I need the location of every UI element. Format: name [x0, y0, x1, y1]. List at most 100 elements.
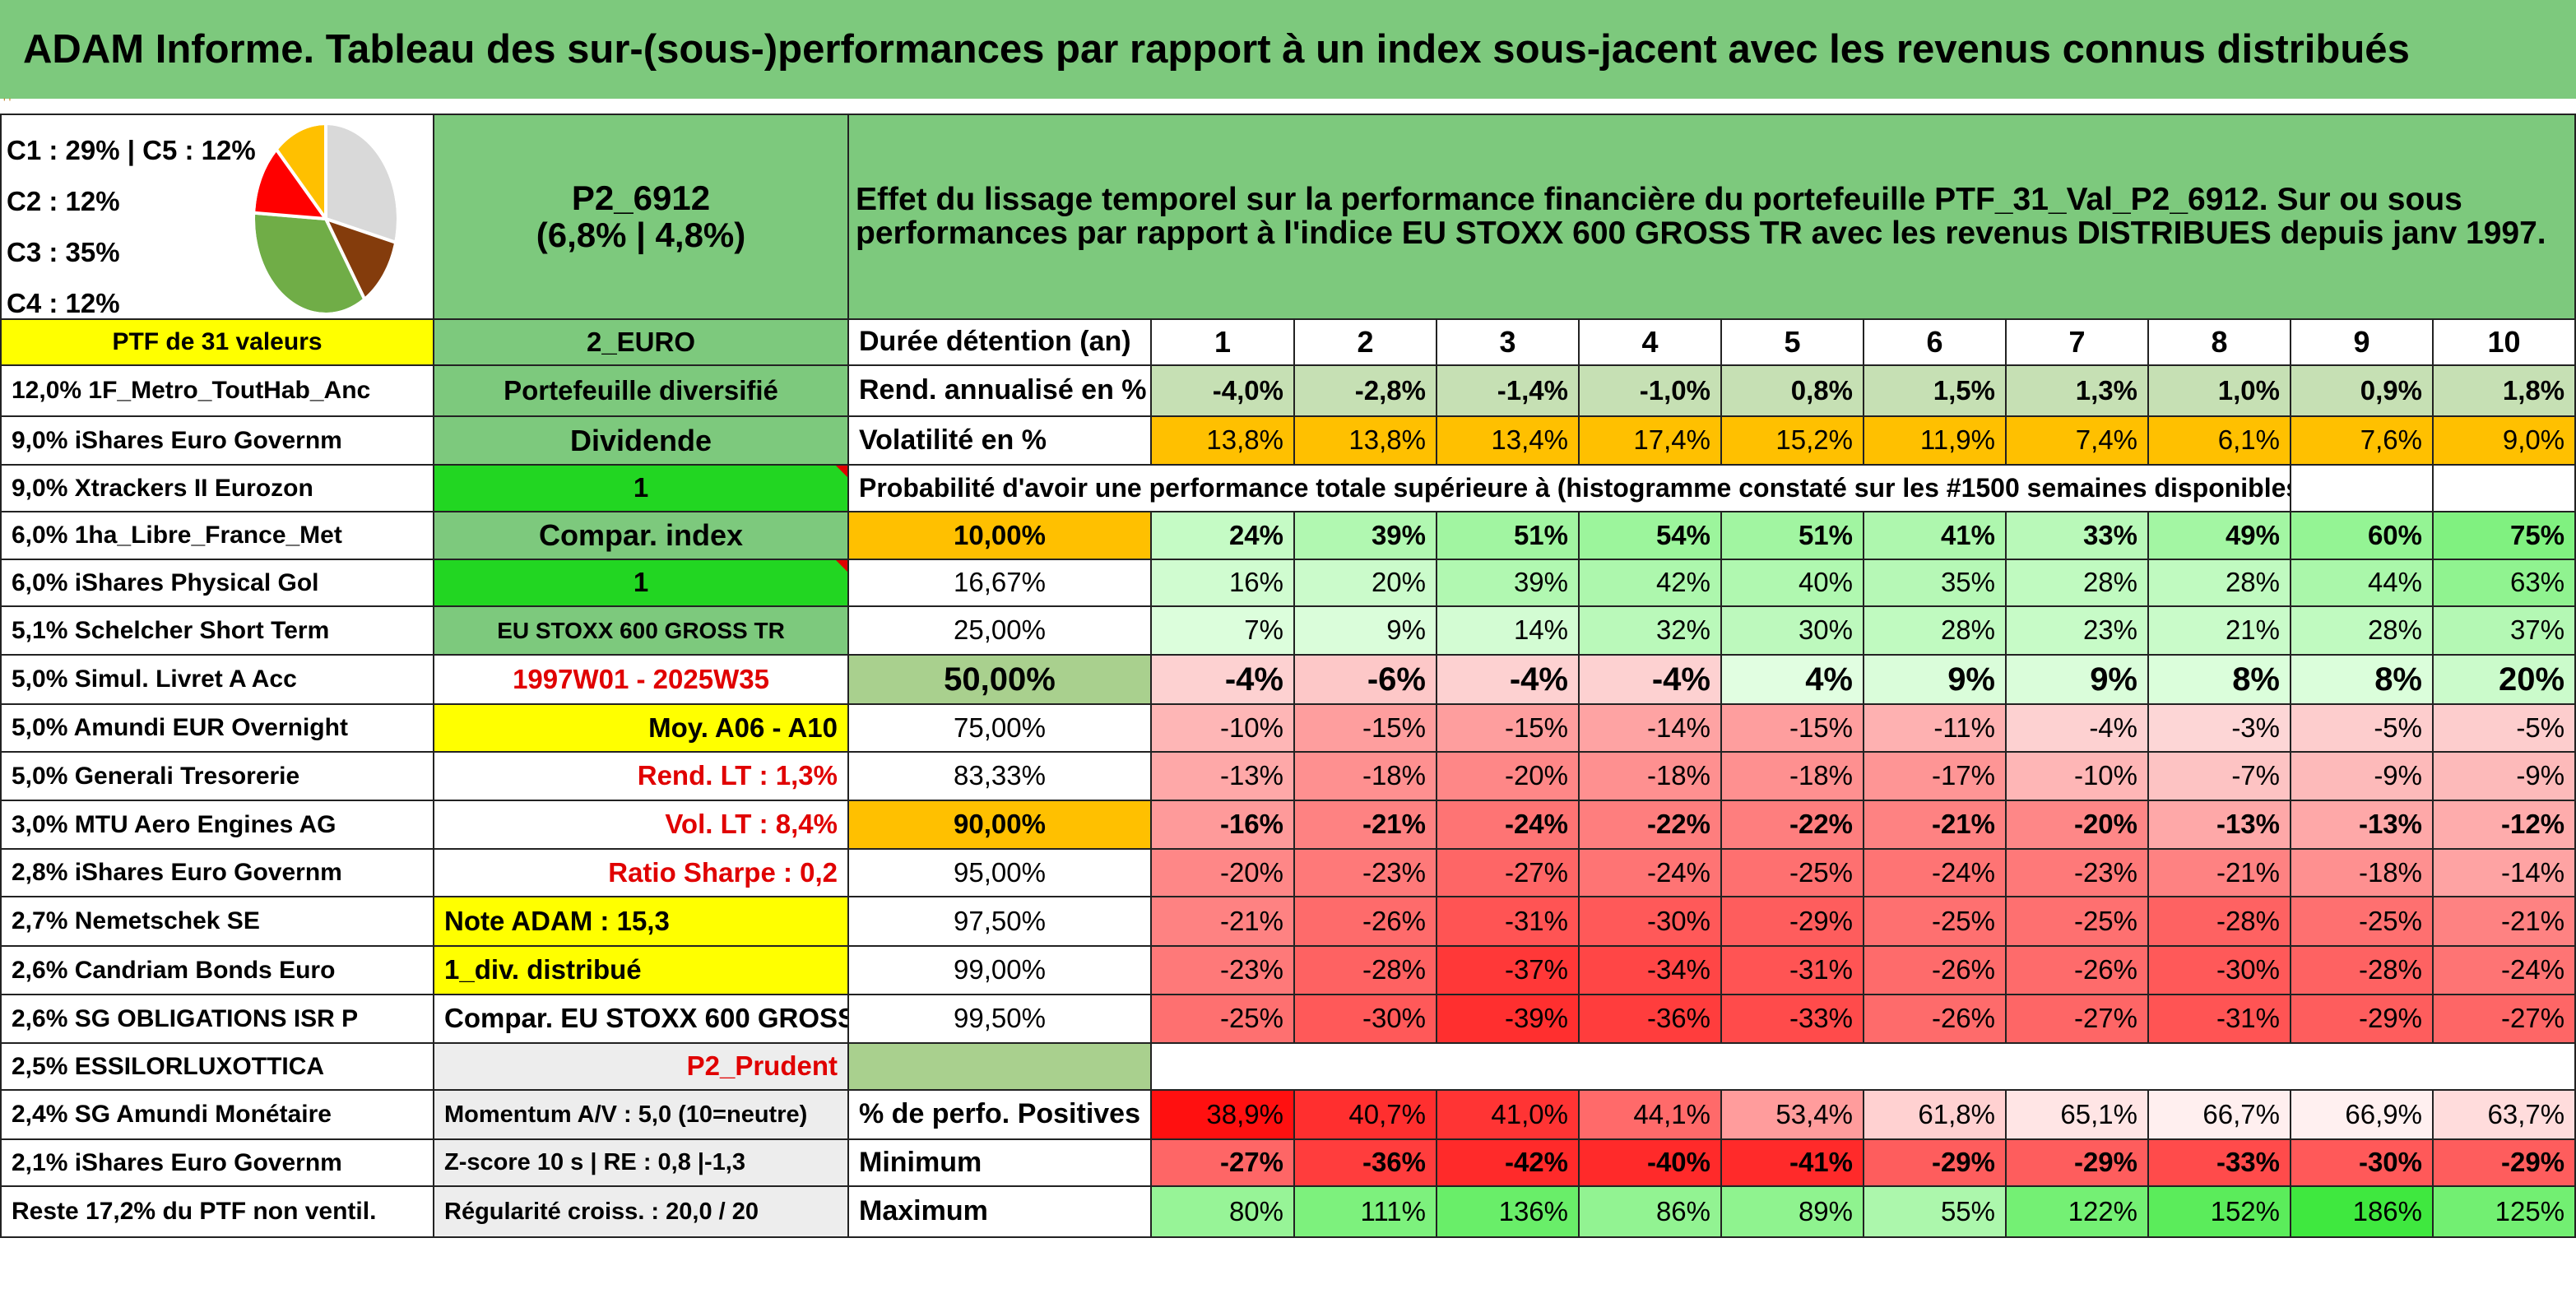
probability-value: -9%	[2290, 751, 2434, 801]
probability-value: -13%	[2290, 800, 2434, 850]
report-title: ADAM Informe. Tableau des sur-(sous-)per…	[0, 0, 2576, 99]
holding-item: 6,0% 1ha_Libre_France_Met	[0, 511, 434, 560]
volatility-value: 13,8%	[1150, 415, 1295, 466]
holding-item: 9,0% iShares Euro Governm	[0, 415, 434, 466]
volatility-value: 7,6%	[2290, 415, 2434, 466]
probability-value: -26%	[2005, 945, 2149, 995]
probability-value: -31%	[1436, 896, 1580, 947]
maximum-value: 111%	[1293, 1185, 1437, 1238]
probability-value: 30%	[1720, 605, 1864, 656]
probability-value: -23%	[2005, 848, 2149, 897]
portfolio-info: Rend. LT : 1,3%	[433, 751, 849, 801]
probability-value: 24%	[1150, 511, 1295, 560]
probability-value: -25%	[2290, 896, 2434, 947]
year-header: 6	[1863, 318, 2007, 366]
empty-cell	[847, 1042, 1152, 1091]
probability-value: -20%	[1150, 848, 1295, 897]
probability-value: -5%	[2431, 703, 2576, 753]
table-row: 5,0% Generali Tresorerie Rend. LT : 1,3% 8…	[0, 751, 2576, 801]
return-value: 1,8%	[2431, 364, 2576, 417]
probability-level: 75,00%	[847, 703, 1152, 753]
corner-mark: ' '	[3, 95, 12, 109]
portfolio-info: 1997W01 - 2025W35	[433, 654, 849, 705]
table-row: 3,0% MTU Aero Engines AG Vol. LT : 8,4% 90…	[0, 800, 2576, 850]
probability-value: 51%	[1436, 511, 1580, 560]
probability-value: 9%	[1863, 654, 2007, 705]
probability-value: -27%	[2005, 994, 2149, 1044]
volatility-value: 6,1%	[2147, 415, 2291, 466]
table-row: 9,0% Xtrackers II Eurozon 1 Probabilité d'…	[0, 464, 2576, 512]
duration-label: Durée détention (an)	[847, 318, 1152, 366]
portfolio-info: Z-score 10 s | RE : 0,8 |-1,3	[433, 1138, 849, 1187]
maximum-value: 80%	[1150, 1185, 1295, 1238]
positive-value: 38,9%	[1150, 1089, 1295, 1140]
minimum-label: Minimum	[847, 1138, 1152, 1187]
return-value: -1,0%	[1578, 364, 1722, 417]
return-value: 1,5%	[1863, 364, 2007, 417]
probability-value: -3%	[2147, 703, 2291, 753]
portfolio-info: Momentum A/V : 5,0 (10=neutre)	[433, 1089, 849, 1140]
probability-value: 51%	[1720, 511, 1864, 560]
probability-level: 97,50%	[847, 896, 1152, 947]
portfolio-pie-chart	[252, 122, 400, 316]
probability-value: -24%	[1436, 800, 1580, 850]
positive-value: 63,7%	[2431, 1089, 2576, 1140]
table-row: 5,0% Amundi EUR Overnight Moy. A06 - A10 7…	[0, 703, 2576, 753]
return-value: 0,9%	[2290, 364, 2434, 417]
probability-value: 44%	[2290, 559, 2434, 607]
probability-value: -31%	[2147, 994, 2291, 1044]
year-header: 3	[1436, 318, 1580, 366]
minimum-value: -33%	[2147, 1138, 2291, 1187]
probability-value: -26%	[1863, 994, 2007, 1044]
probability-value: 28%	[1863, 605, 2007, 656]
probability-value: -21%	[1293, 800, 1437, 850]
empty-block	[1149, 1042, 2576, 1091]
positive-value: 41,0%	[1436, 1089, 1580, 1140]
holdings-count: PTF de 31 valeurs	[0, 318, 434, 366]
probability-value: -25%	[1863, 896, 2007, 947]
probability-value: -17%	[1863, 751, 2007, 801]
probability-value: -31%	[1720, 945, 1864, 995]
table-row: 2,1% iShares Euro Governm Z-score 10 s | …	[0, 1138, 2576, 1187]
probability-value: 33%	[2005, 511, 2149, 560]
positive-value: 53,4%	[1720, 1089, 1864, 1140]
probability-value: -14%	[2431, 848, 2576, 897]
probability-value: 75%	[2431, 511, 2576, 560]
minimum-value: -29%	[2431, 1138, 2576, 1187]
probability-value: -6%	[1293, 654, 1437, 705]
probability-value: 16%	[1150, 559, 1295, 607]
table-row: PTF de 31 valeurs 2_EURO Durée détention (…	[0, 318, 2576, 366]
table-row: 12,0% 1F_Metro_ToutHab_Anc Portefeuille d…	[0, 364, 2576, 417]
probability-value: 9%	[1293, 605, 1437, 656]
portfolio-info: Vol. LT : 8,4%	[433, 800, 849, 850]
maximum-value: 89%	[1720, 1185, 1864, 1238]
probability-value: -27%	[2431, 994, 2576, 1044]
probability-value: 54%	[1578, 511, 1722, 560]
return-value: -4,0%	[1150, 364, 1295, 417]
probability-value: 39%	[1293, 511, 1437, 560]
portfolio-info: Dividende	[433, 415, 849, 466]
probability-value: -22%	[1578, 800, 1722, 850]
probability-level: 99,00%	[847, 945, 1152, 995]
probability-value: -23%	[1150, 945, 1295, 995]
portfolio-info: Ratio Sharpe : 0,2	[433, 848, 849, 897]
probability-value: -10%	[2005, 751, 2149, 801]
empty-cell	[2431, 464, 2576, 512]
probability-value: 37%	[2431, 605, 2576, 656]
positive-value: 44,1%	[1578, 1089, 1722, 1140]
probability-value: 21%	[2147, 605, 2291, 656]
probability-value: 41%	[1863, 511, 2007, 560]
maximum-value: 86%	[1578, 1185, 1722, 1238]
probability-level: 10,00%	[847, 511, 1152, 560]
portfolio-info: Moy. A06 - A10	[433, 703, 849, 753]
probability-level: 99,50%	[847, 994, 1152, 1044]
probability-value: 20%	[1293, 559, 1437, 607]
holding-item: 9,0% Xtrackers II Eurozon	[0, 464, 434, 512]
portfolio-info: Compar. EU STOXX 600 GROSS TR	[433, 994, 849, 1044]
probability-value: 32%	[1578, 605, 1722, 656]
probability-value: 9%	[2005, 654, 2149, 705]
probability-value: -30%	[2147, 945, 2291, 995]
year-header: 10	[2431, 318, 2576, 366]
year-header: 7	[2005, 318, 2149, 366]
probability-value: 14%	[1436, 605, 1580, 656]
